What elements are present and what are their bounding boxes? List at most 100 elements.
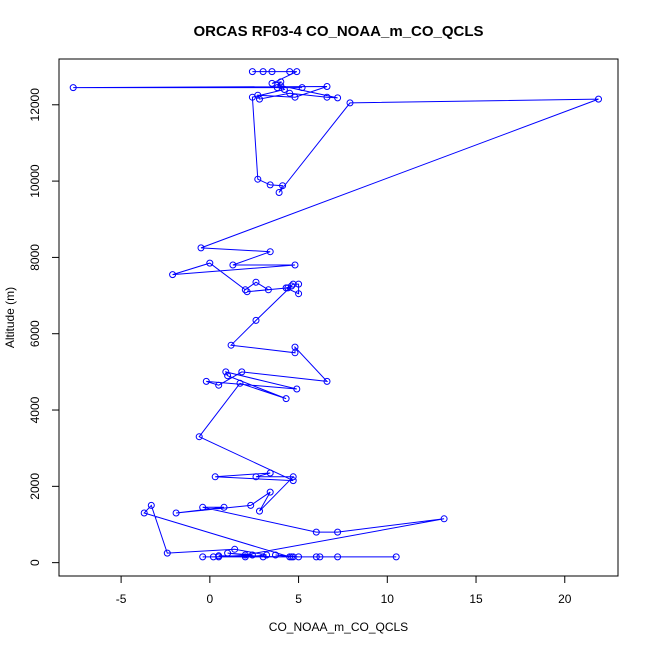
data-point [202,377,210,385]
data-point [252,316,260,324]
data-point [254,175,262,183]
data-point [248,93,256,101]
data-point [266,181,274,189]
data-point [323,377,331,385]
data-point [289,280,297,288]
data-point [241,551,249,559]
data-point [275,189,283,196]
data-point [293,68,301,76]
data-point [277,82,285,90]
x-tick-label: 15 [469,592,483,606]
x-tick-label: 20 [558,592,572,606]
data-point [252,278,260,286]
data-point [291,343,299,351]
x-tick-label: 0 [206,592,213,606]
data-point [163,549,171,557]
data-point [199,503,207,511]
data-point [440,515,448,523]
data-point [264,286,272,294]
data-point [248,68,256,76]
data-point [195,433,203,441]
y-tick-label: 4000 [28,396,42,423]
data-point [282,395,290,403]
y-tick-label: 12000 [28,88,42,122]
data-point [256,507,263,515]
data-point [69,84,77,92]
data-point [312,553,320,561]
data-point [231,545,239,553]
data-point [293,385,301,393]
data-point [211,473,219,481]
x-tick-label: 10 [381,592,395,606]
data-point [215,381,223,389]
data-point [263,551,271,559]
y-axis-label: Altitude (m) [3,287,17,348]
data-point [248,551,256,559]
data-point [236,379,244,387]
data-point [259,68,267,76]
y-tick-label: 6000 [28,320,42,347]
data-point [227,341,235,349]
data-point [288,282,295,290]
data-point [291,93,299,101]
data-point [295,553,303,561]
y-tick-label: 10000 [28,164,42,198]
series-layer [69,68,602,561]
data-point [206,259,214,267]
data-point [259,553,267,561]
x-tick-label: 5 [295,592,302,606]
data-point [209,553,217,561]
data-point [334,553,342,561]
data-point [312,528,320,536]
data-point [268,68,276,76]
data-point [334,528,342,536]
series-line [73,71,599,558]
data-point [295,290,303,298]
data-point [243,288,251,296]
data-point [595,95,602,103]
data-point [266,248,274,256]
data-point [280,86,288,93]
data-point [241,286,249,294]
data-point [323,93,331,101]
data-point [268,79,276,87]
data-point [298,84,306,92]
y-tick-label: 2000 [28,473,42,500]
data-point [197,244,205,252]
data-point [266,488,274,496]
data-point [289,473,297,481]
data-point [266,469,274,477]
data-point [289,553,297,561]
chart-title: ORCAS RF03-4 CO_NOAA_m_CO_QCLS [193,23,483,40]
data-point [252,473,260,481]
data-point [286,68,294,76]
data-point [238,368,246,376]
data-point [334,94,342,102]
x-axis-ticks: -5 0 5 10 15 20 [116,576,572,606]
data-point [224,549,232,557]
data-point [295,280,303,288]
data-point [279,182,287,190]
data-point [277,78,285,86]
data-point [199,553,207,561]
x-axis-label: CO_NOAA_m_CO_QCLS [269,620,408,634]
data-point [346,99,354,107]
data-point [229,261,237,269]
data-point [169,271,177,279]
y-tick-label: 8000 [28,244,42,271]
data-point [316,553,324,561]
data-point [392,553,400,561]
x-tick-label: -5 [116,592,127,606]
data-point [140,509,148,517]
data-point [272,551,279,559]
data-point [273,84,281,92]
data-point [147,501,155,509]
data-point [220,503,228,511]
data-point [241,553,249,561]
data-point [286,89,294,97]
y-axis-ticks: 0 2000 4000 6000 8000 10000 12000 [28,88,59,566]
data-point [291,261,299,269]
data-point [289,477,297,485]
y-tick-label: 0 [28,559,42,566]
